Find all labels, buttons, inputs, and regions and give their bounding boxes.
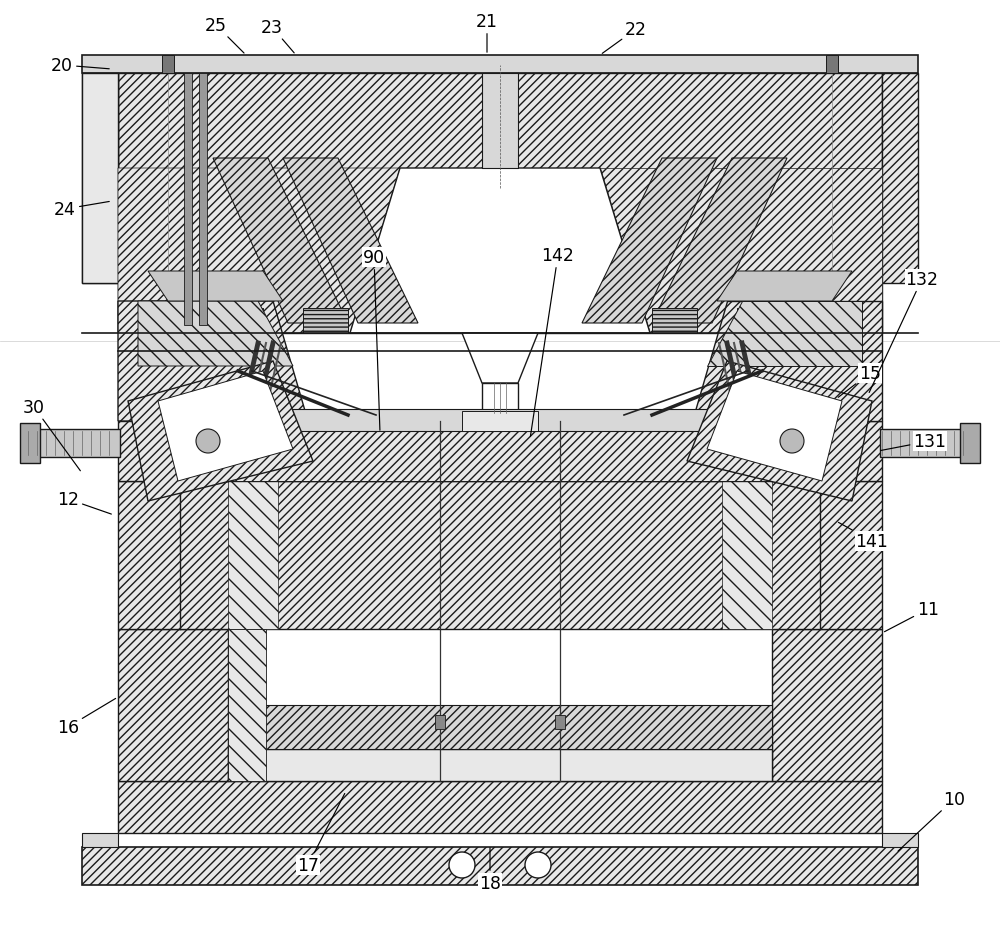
Text: 30: 30 xyxy=(23,399,80,471)
Circle shape xyxy=(525,852,551,878)
Circle shape xyxy=(780,429,804,453)
Bar xyxy=(228,410,772,432)
Polygon shape xyxy=(228,629,266,781)
Bar xyxy=(118,629,228,781)
Polygon shape xyxy=(118,169,400,334)
Polygon shape xyxy=(148,272,283,301)
Bar xyxy=(652,309,697,334)
Text: 11: 11 xyxy=(884,601,939,632)
Bar xyxy=(482,384,518,413)
Bar xyxy=(482,74,518,169)
Bar xyxy=(772,629,882,781)
Text: 17: 17 xyxy=(297,794,345,874)
Polygon shape xyxy=(687,362,872,502)
Bar xyxy=(880,429,974,458)
Polygon shape xyxy=(462,334,538,384)
Bar xyxy=(82,74,118,284)
Polygon shape xyxy=(600,169,882,334)
Polygon shape xyxy=(213,159,348,324)
Text: 141: 141 xyxy=(838,523,888,551)
Text: 25: 25 xyxy=(205,17,244,54)
Bar xyxy=(20,424,40,464)
Bar xyxy=(26,429,120,458)
Bar xyxy=(118,481,882,629)
Text: 90: 90 xyxy=(363,248,385,431)
Bar xyxy=(228,705,772,749)
Text: 142: 142 xyxy=(530,247,574,437)
Circle shape xyxy=(196,429,220,453)
Text: 132: 132 xyxy=(869,271,938,393)
Polygon shape xyxy=(707,301,862,366)
Polygon shape xyxy=(350,169,650,334)
Bar xyxy=(118,781,882,833)
Bar xyxy=(184,74,192,325)
Text: 15: 15 xyxy=(838,364,881,398)
Bar xyxy=(228,481,278,629)
Bar xyxy=(826,56,838,74)
Bar xyxy=(882,74,918,284)
Bar xyxy=(199,74,207,325)
Circle shape xyxy=(449,852,475,878)
Polygon shape xyxy=(652,159,787,324)
Text: 16: 16 xyxy=(57,699,116,736)
Polygon shape xyxy=(582,159,717,324)
Polygon shape xyxy=(283,159,418,324)
Bar xyxy=(228,749,772,781)
Bar xyxy=(960,424,980,464)
Polygon shape xyxy=(158,372,293,481)
Bar xyxy=(435,716,445,730)
Polygon shape xyxy=(138,301,293,366)
Polygon shape xyxy=(717,272,852,301)
Bar xyxy=(882,833,918,847)
Text: 22: 22 xyxy=(602,21,647,55)
Bar xyxy=(555,716,565,730)
Bar xyxy=(218,309,263,334)
Text: 18: 18 xyxy=(479,848,501,892)
Bar xyxy=(118,422,882,481)
Polygon shape xyxy=(118,301,308,422)
Bar xyxy=(737,309,782,334)
Text: 21: 21 xyxy=(476,13,498,53)
Polygon shape xyxy=(692,301,882,422)
Bar xyxy=(82,56,918,74)
Polygon shape xyxy=(707,372,842,481)
Bar xyxy=(722,481,772,629)
Bar xyxy=(303,309,348,334)
Text: 24: 24 xyxy=(54,201,109,219)
Polygon shape xyxy=(128,362,313,502)
Bar xyxy=(82,74,118,284)
Text: 20: 20 xyxy=(51,57,109,75)
Bar xyxy=(462,412,538,432)
Bar xyxy=(82,833,118,847)
Text: 131: 131 xyxy=(881,433,946,451)
Bar xyxy=(118,74,882,334)
Bar xyxy=(228,422,772,481)
Text: 10: 10 xyxy=(898,790,965,851)
Text: 12: 12 xyxy=(57,490,111,514)
Bar xyxy=(82,847,918,885)
Bar xyxy=(162,56,174,74)
Text: 23: 23 xyxy=(261,19,294,54)
